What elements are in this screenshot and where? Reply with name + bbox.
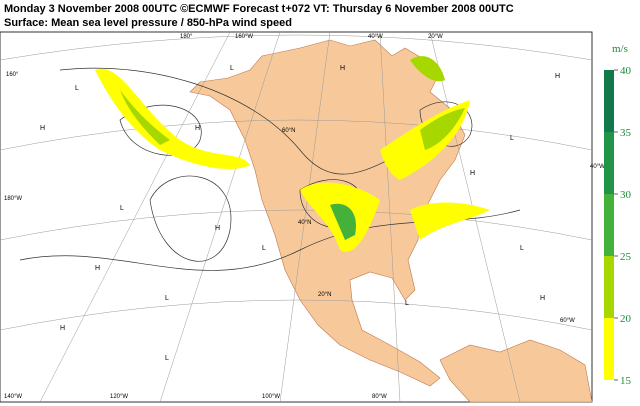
geo-label: 100°W [262, 394, 280, 400]
pressure-center: L [262, 245, 266, 252]
colorbar-label: 15 [620, 375, 632, 387]
colorbar-label: 20 [620, 313, 632, 325]
pressure-center: L [165, 355, 169, 362]
geo-label: 180°W [4, 196, 22, 202]
colorbar-label: 25 [620, 251, 632, 263]
colorbar-label: 30 [620, 189, 632, 201]
title: Monday 3 November 2008 00UTC ©ECMWF Fore… [4, 3, 514, 15]
pressure-center: H [340, 65, 345, 72]
subtitle: Surface: Mean sea level pressure / 850-h… [4, 17, 292, 29]
colorbar-segment [604, 194, 614, 256]
pressure-center: L [520, 245, 524, 252]
geo-label: 160°W [235, 34, 253, 40]
pressure-center: H [540, 295, 545, 302]
colorbar-label: 35 [620, 127, 632, 139]
colorbar-segment [604, 70, 614, 132]
land [439, 339, 593, 403]
pressure-center: H [40, 125, 45, 132]
geo-label: 180° [180, 34, 193, 40]
geo-label: 40°N [298, 220, 311, 226]
geo-label: 60°N [282, 128, 295, 134]
geo-label: 160° [6, 72, 19, 78]
pressure-center: H [555, 73, 560, 80]
map [0, 31, 593, 403]
geo-label: 40°W [590, 164, 605, 170]
pressure-center: H [95, 265, 100, 272]
geo-label: 120°W [110, 394, 128, 400]
pressure-center: L [510, 135, 514, 142]
geo-label: 60°W [560, 318, 575, 324]
pressure-center: L [230, 65, 234, 72]
pressure-center: H [215, 225, 220, 232]
geo-label: 140°W [4, 394, 22, 400]
pressure-center: L [165, 295, 169, 302]
pressure-center: H [195, 125, 200, 132]
colorbar-unit: m/s [612, 43, 628, 55]
pressure-center: L [75, 85, 79, 92]
geo-label: 80°W [372, 394, 387, 400]
colorbar-segment [604, 256, 614, 318]
pressure-center: L [120, 205, 124, 212]
geo-label: 20°W [428, 34, 443, 40]
colorbar-segment [604, 318, 614, 380]
pressure-center: H [470, 170, 475, 177]
pressure-center: H [60, 325, 65, 332]
geo-label: 20°N [318, 292, 331, 298]
geo-label: 40°W [368, 34, 383, 40]
graticule [0, 31, 593, 403]
colorbar-segment [604, 132, 614, 194]
pressure-center: L [405, 300, 409, 307]
colorbar-label: 40 [620, 65, 632, 77]
wind-areas [95, 56, 490, 252]
